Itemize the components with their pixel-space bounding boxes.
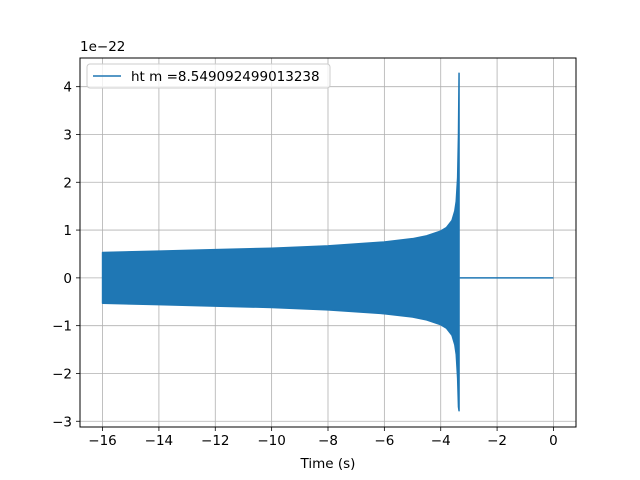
legend: ht m =8.549092499013238 [86,63,331,89]
x-tick-label: −6 [374,433,394,449]
series-waveform-band [101,72,460,412]
y-tick-label: −1 [52,319,72,335]
x-axis-label: Time (s) [300,456,356,472]
y-tick-label: 2 [63,175,72,191]
plot-area [101,72,554,412]
x-tick-label: −2 [487,433,507,449]
y-tick-label: −2 [52,366,72,382]
x-tick-label: −4 [431,433,451,449]
x-tick-label: −8 [318,433,338,449]
legend-label: ht m =8.549092499013238 [131,69,320,85]
grid [80,58,576,427]
x-tick-label: −10 [257,433,286,449]
x-tick-label: −16 [88,433,117,449]
y-tick-label: 1 [63,223,72,239]
y-tick-label: −3 [52,414,72,430]
y-tick-label: 0 [63,271,72,287]
y-tick-label: 4 [63,80,72,96]
y-tick-label: 3 [63,127,72,143]
y-offset-text: 1e−22 [80,39,125,55]
x-tick-label: 0 [549,433,558,449]
legend-box [86,63,331,89]
x-tick-label: −14 [145,433,174,449]
x-tick-label: −12 [201,433,230,449]
